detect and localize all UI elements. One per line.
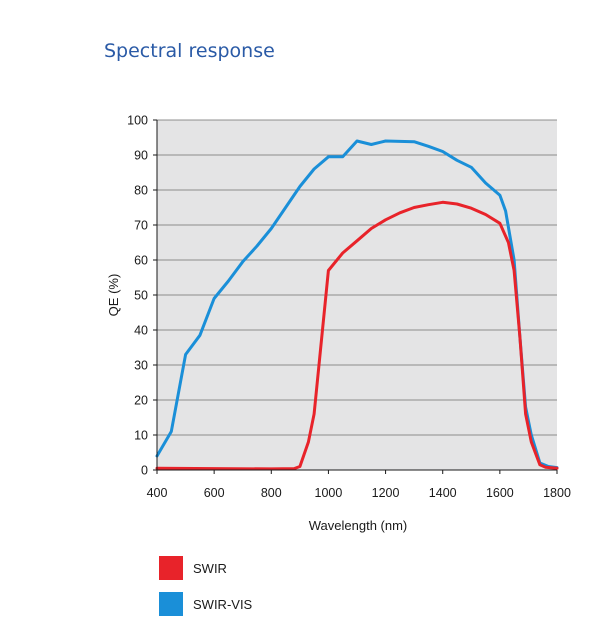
series-layer (155, 139, 559, 471)
x-tick-label-1400: 1400 (429, 486, 457, 500)
y-axis-title: QE (%) (106, 274, 121, 317)
axes (153, 119, 558, 474)
y-tick-label-40: 40 (134, 324, 148, 338)
x-tick-label-1600: 1600 (486, 486, 514, 500)
y-tick-label-60: 60 (134, 254, 148, 268)
x-tick-label-400: 400 (147, 486, 168, 500)
y-tick-label-50: 50 (134, 289, 148, 303)
y-tick-label-80: 80 (134, 184, 148, 198)
y-tick-label-20: 20 (134, 394, 148, 408)
y-tick-label-30: 30 (134, 359, 148, 373)
x-tick-label-1000: 1000 (315, 486, 343, 500)
grid-lines (157, 119, 557, 436)
page-title: Spectral response (104, 40, 275, 62)
y-tick-label-0: 0 (141, 464, 148, 478)
x-tick-label-1200: 1200 (372, 486, 400, 500)
y-tick-label-100: 100 (127, 114, 148, 128)
x-tick-label-600: 600 (204, 486, 225, 500)
x-axis-title: Wavelength (nm) (309, 518, 408, 533)
legend: SWIR SWIR-VIS (159, 556, 252, 628)
legend-label-swir-vis: SWIR-VIS (193, 596, 253, 612)
spectral-response-chart: 0 10 20 30 40 50 60 70 80 90 100 400 600 800 1000 1200 1… (106, 114, 571, 534)
y-tick-label-90: 90 (134, 149, 148, 163)
legend-swatch-swir (159, 556, 183, 580)
y-tick-label-70: 70 (134, 219, 148, 233)
legend-item-swir: SWIR (159, 556, 252, 580)
series-line-swir (155, 200, 559, 471)
legend-swatch-swir-vis (159, 592, 183, 616)
legend-label-swir: SWIR (193, 560, 227, 576)
x-tick-label-1800: 1800 (543, 486, 571, 500)
x-tick-label-800: 800 (261, 486, 282, 500)
tick-labels: 0 10 20 30 40 50 60 70 80 90 100 400 600 800 1000 1200 1… (127, 114, 571, 501)
y-tick-label-10: 10 (134, 429, 148, 443)
legend-item-swir-vis: SWIR-VIS (159, 592, 252, 616)
